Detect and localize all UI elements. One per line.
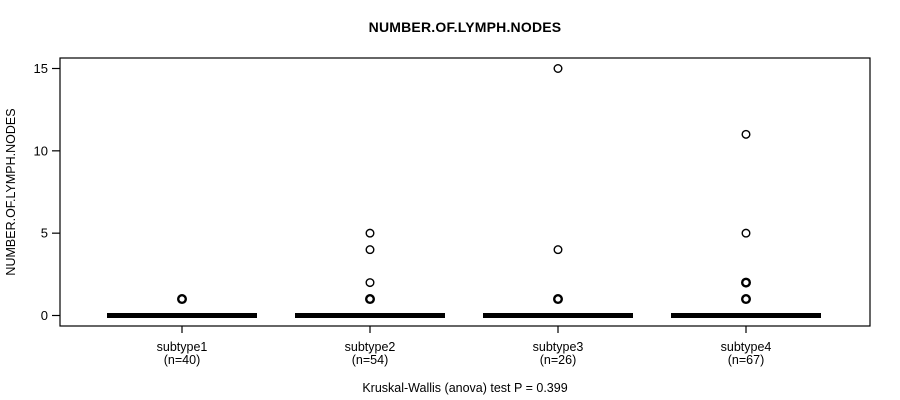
category-label: subtype1: [157, 340, 208, 354]
stat-test-annotation: Kruskal-Wallis (anova) test P = 0.399: [362, 381, 568, 395]
outlier-point: [365, 294, 376, 305]
y-axis-label: NUMBER.OF.LYMPH.NODES: [4, 108, 18, 275]
outlier-point: [741, 277, 752, 288]
outlier-point: [553, 294, 564, 305]
y-tick-label: 10: [34, 143, 48, 158]
outlier-point: [741, 294, 752, 305]
outlier-point: [741, 129, 751, 139]
outlier-point: [741, 228, 751, 238]
outlier-point: [176, 294, 187, 305]
y-tick-label: 5: [41, 226, 48, 241]
category-n-label: (n=40): [164, 353, 200, 367]
chart-title: NUMBER.OF.LYMPH.NODES: [368, 19, 562, 35]
outlier-point: [365, 228, 375, 238]
y-tick-label: 0: [41, 308, 48, 323]
category-n-label: (n=54): [352, 353, 388, 367]
category-n-label: (n=67): [728, 353, 764, 367]
category-label: subtype4: [721, 340, 772, 354]
plot-area-border: [59, 57, 871, 327]
y-tick-label: 15: [34, 61, 48, 76]
plot-dynamic-layer: 0 5 10 15 subtype1(n=40) subtype2(n=54) subtyp…: [34, 61, 821, 367]
outlier-point: [553, 245, 563, 255]
category-n-label: (n=26): [540, 353, 576, 367]
category-label: subtype3: [533, 340, 584, 354]
category-label: subtype2: [345, 340, 396, 354]
outlier-point: [365, 245, 375, 255]
outlier-point: [365, 278, 375, 288]
outlier-point: [553, 63, 563, 73]
